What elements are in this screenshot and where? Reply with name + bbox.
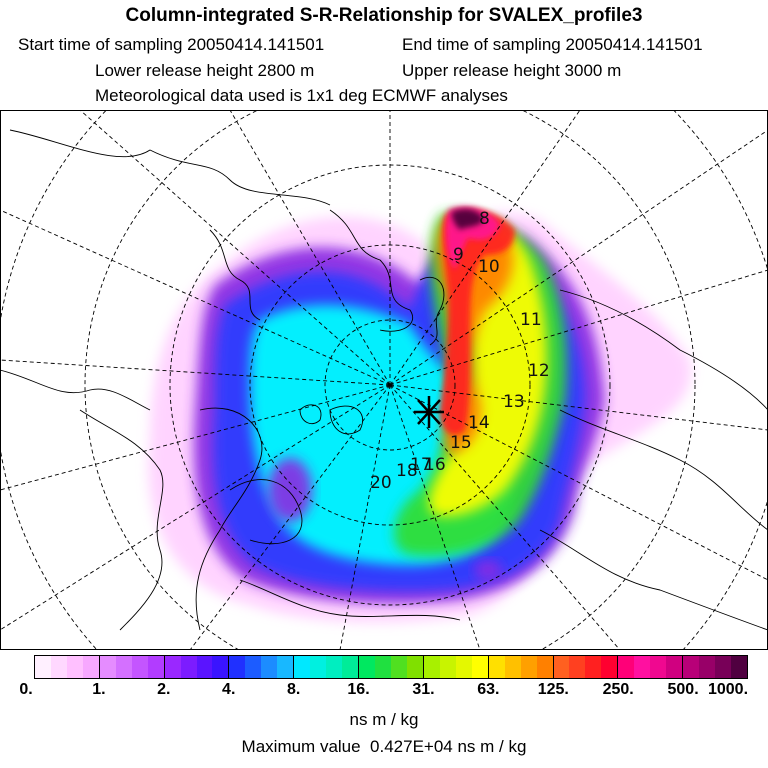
colorbar-segment — [683, 656, 747, 678]
colorbar-cell — [82, 656, 99, 678]
colorbar-segment — [423, 656, 489, 678]
end-time-text: End time of sampling 20050414.141501 — [402, 35, 703, 54]
colorbar-cell — [569, 656, 586, 678]
colorbar-cell — [585, 656, 602, 678]
colorbar-segment — [294, 656, 360, 678]
day-label: 15 — [450, 433, 472, 453]
day-labels: 8 9 10 11 12 13 14 15 16 17 18 20 — [370, 209, 550, 493]
colorbar — [34, 655, 748, 679]
plot-title: Column-integrated S-R-Relationship for S… — [125, 5, 643, 26]
plume-spot-west — [268, 458, 312, 522]
polar-map: 8 9 10 11 12 13 14 15 16 17 18 20 — [0, 110, 768, 650]
max-value-label: Maximum value 0.427E+04 ns m / kg — [241, 737, 527, 756]
colorbar-tick-label: 2. — [157, 681, 171, 698]
colorbar-cell — [50, 656, 67, 678]
colorbar-cell — [359, 656, 376, 678]
day-label: 9 — [453, 245, 464, 265]
colorbar-segment — [618, 656, 684, 678]
colorbar-tick-label: 31. — [412, 681, 435, 698]
colorbar-tick-label: 125. — [537, 681, 569, 698]
day-label: 11 — [520, 310, 542, 330]
upper-release-text: Upper release height 3000 m — [402, 61, 622, 80]
colorbar-cell — [699, 656, 716, 678]
colorbar-cell — [115, 656, 132, 678]
colorbar-segment — [99, 656, 165, 678]
colorbar-cell — [261, 656, 278, 678]
day-label: 16 — [424, 455, 446, 475]
colorbar-cell — [406, 656, 423, 678]
colorbar-cell — [131, 656, 148, 678]
colorbar-cell — [634, 656, 651, 678]
colorbar-segment — [488, 656, 554, 678]
colorbar-segment — [229, 656, 295, 678]
colorbar-segment — [164, 656, 230, 678]
day-label: 14 — [468, 413, 490, 433]
colorbar-segment — [359, 656, 424, 678]
colorbar-tick-label: 1000. — [707, 681, 749, 698]
day-label: 18 — [396, 461, 418, 481]
colorbar-cell — [147, 656, 164, 678]
coastlines — [0, 129, 768, 631]
colorbar-cell — [504, 656, 521, 678]
start-time-text: Start time of sampling 20050414.141501 — [18, 35, 325, 54]
colorbar-cell — [35, 656, 51, 678]
colorbar-cell — [164, 656, 181, 678]
colorbar-tick-label: 250. — [602, 681, 634, 698]
colorbar-cell — [375, 656, 391, 678]
colorbar-cell — [715, 656, 731, 678]
release-site-marker — [414, 396, 444, 428]
met-data-text: Meteorological data used is 1x1 deg ECMW… — [95, 86, 508, 105]
plume-layer-dark — [451, 209, 484, 230]
colorbar-cell — [196, 656, 213, 678]
max-value-text: Maximum value 0.427E+04 ns m / kg — [0, 737, 768, 757]
day-label: 8 — [479, 209, 490, 229]
colorbar-cell — [618, 656, 635, 678]
colorbar-cell — [390, 656, 407, 678]
colorbar-cell — [229, 656, 246, 678]
colorbar-cell — [99, 656, 116, 678]
plume-layer-red — [440, 210, 515, 435]
day-label: 20 — [370, 473, 392, 493]
colorbar-cell — [730, 656, 747, 678]
colorbar-tick-label: 63. — [477, 681, 500, 698]
plume-field — [148, 206, 692, 623]
colorbar-cell — [520, 656, 537, 678]
colorbar-cell — [488, 656, 505, 678]
colorbar-tick-label: 1. — [92, 681, 106, 698]
colorbar-cell — [553, 656, 570, 678]
colorbar-cell — [423, 656, 440, 678]
colorbar-tick-label: 0. — [19, 681, 33, 698]
colorbar-cell — [683, 656, 700, 678]
colorbar-tick-label: 500. — [667, 681, 699, 698]
day-label: 17 — [410, 455, 432, 475]
colorbar-cell — [601, 656, 618, 678]
colorbar-cell — [650, 656, 667, 678]
day-label: 12 — [528, 361, 550, 381]
day-label: 13 — [503, 392, 525, 412]
colorbar-cell — [212, 656, 229, 678]
colorbar-cell — [471, 656, 488, 678]
unit-label: ns m / kg — [349, 710, 419, 729]
lower-release-text: Lower release height 2800 m — [95, 61, 315, 80]
colorbar-cell — [342, 656, 359, 678]
colorbar-cell — [66, 656, 83, 678]
colorbar-tick-label: 4. — [222, 681, 236, 698]
colorbar-cell — [439, 656, 456, 678]
colorbar-cell — [294, 656, 311, 678]
colorbar-cell — [277, 656, 294, 678]
colorbar-tick-label: 16. — [347, 681, 370, 698]
colorbar-cell — [310, 656, 327, 678]
colorbar-cell — [455, 656, 472, 678]
colorbar-cell — [180, 656, 197, 678]
colorbar-cell — [245, 656, 262, 678]
colorbar-cell — [326, 656, 343, 678]
colorbar-tick-label: 8. — [286, 681, 301, 698]
colorbar-cell — [666, 656, 683, 678]
colorbar-cell — [536, 656, 553, 678]
day-label: 10 — [478, 257, 500, 277]
colorbar-segment — [35, 656, 100, 678]
plume-spot-south — [474, 560, 502, 580]
colorbar-segment — [553, 656, 619, 678]
